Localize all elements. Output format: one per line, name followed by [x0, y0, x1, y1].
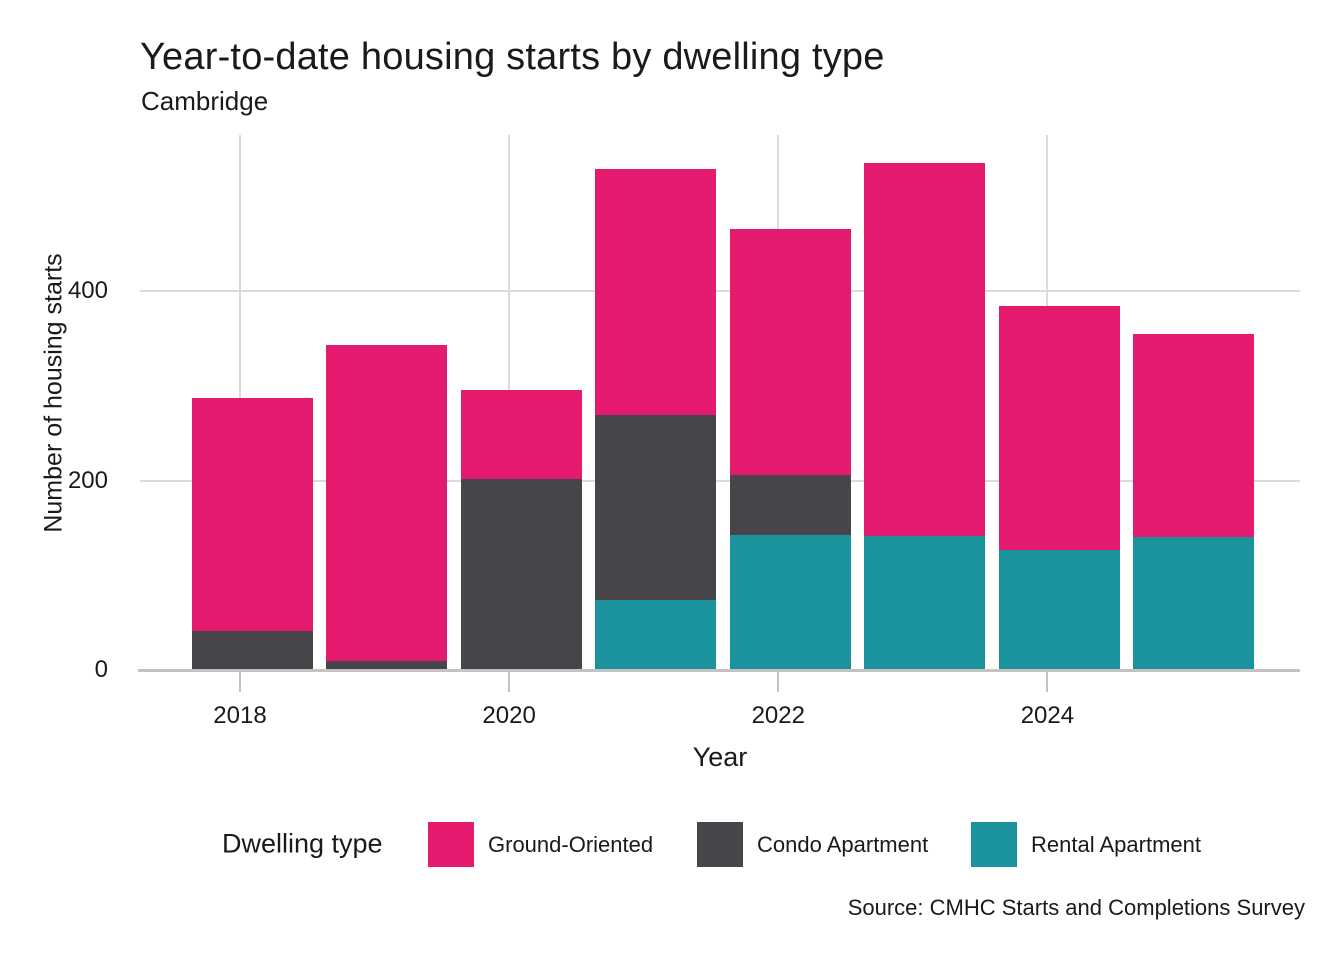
x-tick-mark [777, 670, 780, 692]
bar-segment-2024-rental-apartment [998, 549, 1120, 670]
legend-label-ground-oriented: Ground-Oriented [488, 832, 654, 857]
gridline-horizontal [140, 479, 1300, 482]
x-tick-label: 2018 [213, 702, 267, 729]
bar-segment-2021-ground-oriented [595, 168, 717, 416]
gridline-horizontal [140, 290, 1300, 292]
bar-segment-2022-condo-apartment [729, 474, 851, 536]
legend-label-rental-apartment: Rental Apartment [1031, 832, 1201, 857]
bar-segment-2022-rental-apartment [729, 535, 851, 670]
y-tick-label: 200 [67, 466, 108, 494]
bar-segment-2023-rental-apartment [864, 536, 986, 670]
bar-segment-2025-rental-apartment [1133, 537, 1255, 670]
chart-title: Year-to-date housing starts by dwelling … [140, 36, 885, 78]
legend-swatch-rental-apartment [971, 822, 1017, 867]
source-caption: Source: CMHC Starts and Completions Surv… [847, 895, 1305, 920]
x-tick-mark [1046, 670, 1049, 692]
legend-swatch-ground-oriented [428, 822, 474, 867]
legend-label-condo-apartment: Condo Apartment [757, 832, 929, 857]
chart-subtitle: Cambridge [141, 86, 269, 116]
bar-segment-2021-rental-apartment [595, 599, 717, 670]
bar-segment-2019-ground-oriented [326, 345, 448, 662]
x-axis-title: Year [692, 742, 748, 772]
y-tick-label: 400 [67, 277, 108, 304]
x-tick-mark [239, 670, 241, 692]
bar-segment-2018-condo-apartment [191, 631, 313, 670]
x-tick-label: 2024 [1020, 702, 1075, 729]
x-axis-line [138, 669, 1300, 672]
bar-segment-2019-condo-apartment [326, 661, 448, 670]
bar-segment-2025-ground-oriented [1133, 333, 1255, 538]
bar-segment-2018-ground-oriented [191, 398, 313, 632]
x-tick-mark [508, 670, 511, 692]
bar-segment-2020-ground-oriented [460, 390, 582, 479]
x-tick-label: 2022 [751, 702, 805, 729]
bar-segment-2022-ground-oriented [729, 229, 851, 475]
legend-swatch-condo-apartment [697, 822, 743, 867]
x-tick-label: 2020 [482, 702, 536, 729]
legend-title: Dwelling type [222, 828, 383, 859]
bar-segment-2020-condo-apartment [460, 478, 582, 670]
y-tick-label: 0 [94, 656, 108, 683]
bar-segment-2024-ground-oriented [998, 306, 1120, 550]
bar-segment-2023-ground-oriented [864, 163, 986, 537]
bar-segment-2021-condo-apartment [595, 415, 717, 600]
